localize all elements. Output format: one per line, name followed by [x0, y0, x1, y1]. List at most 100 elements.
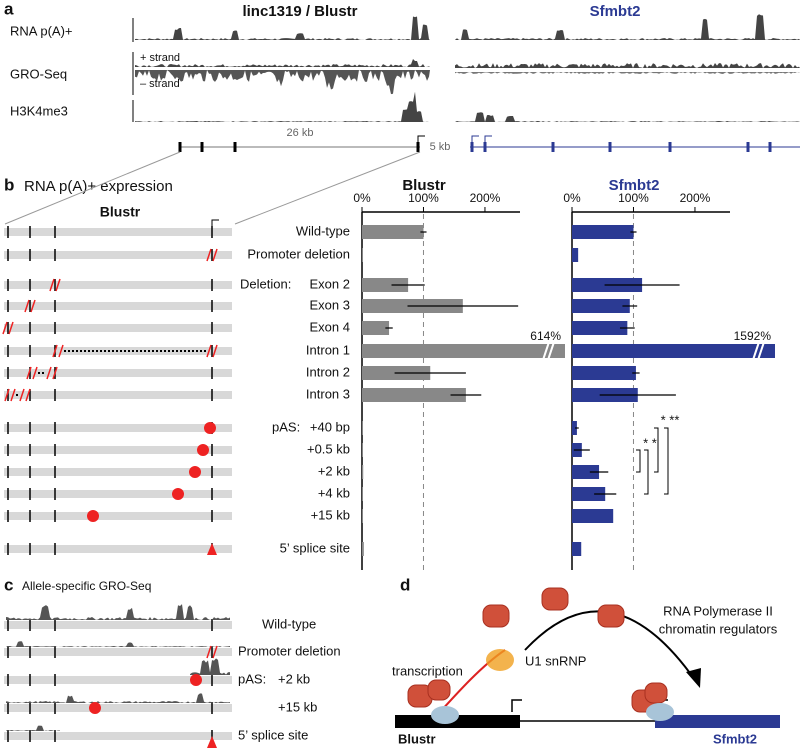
bar — [572, 366, 636, 380]
gene-schematic — [4, 704, 232, 712]
gene-schematic — [4, 251, 232, 259]
category-label: Promoter deletion — [247, 246, 350, 261]
category-label: Exon 2 — [310, 276, 350, 291]
panel-label: b — [4, 175, 14, 194]
signal-track — [190, 658, 230, 675]
value-label: 1592% — [734, 329, 772, 343]
zoom-line — [4, 151, 181, 225]
gene-schematic — [4, 446, 232, 454]
bar — [572, 248, 579, 262]
bar — [362, 248, 363, 262]
bar — [572, 509, 614, 523]
category-label: Intron 3 — [306, 386, 350, 401]
axis-break — [542, 341, 555, 361]
exon — [483, 142, 487, 152]
bar — [362, 388, 466, 402]
x-tick-label: 200% — [680, 191, 711, 205]
track-label: H3K4me3 — [10, 103, 68, 118]
category-label: Intron 2 — [306, 364, 350, 379]
value-label: 614% — [530, 329, 561, 343]
exon — [233, 142, 237, 152]
gene-schematic — [4, 676, 232, 684]
panel-title: RNA p(A)+ expression — [24, 178, 173, 195]
category-label: +0.5 kb — [307, 441, 350, 456]
series-title: Sfmbt2 — [609, 177, 660, 194]
deletion-mark — [24, 299, 36, 313]
bar — [362, 443, 363, 457]
category-label: Exon 4 — [310, 319, 350, 334]
group-label: pAS: — [238, 671, 266, 686]
splice-mutation — [207, 543, 217, 555]
signal-track — [6, 641, 230, 647]
sig-bracket — [636, 449, 641, 473]
gene-label: Blustr — [398, 731, 436, 746]
gene-label: Sfmbt2 — [713, 731, 757, 746]
signal-track — [455, 72, 800, 74]
bar — [572, 542, 582, 556]
series-title: Blustr — [402, 177, 446, 194]
pas-insert — [190, 674, 202, 686]
strand-label: – strand — [140, 78, 180, 90]
diagram-label: U1 snRNP — [525, 653, 586, 668]
deletion-mark — [206, 248, 218, 262]
row-label: Wild-type — [262, 616, 316, 631]
significance: * * — [643, 435, 657, 450]
exon — [768, 142, 772, 152]
category-label: Exon 3 — [310, 297, 350, 312]
panel-label: d — [400, 575, 410, 594]
diagram-label: transcription — [392, 663, 463, 678]
exon — [416, 142, 420, 152]
bar — [572, 487, 606, 501]
bar — [362, 542, 364, 556]
signal-track — [6, 604, 230, 620]
gene-schematic — [4, 369, 232, 377]
category-label: 5’ splice site — [280, 540, 350, 555]
exon — [470, 142, 474, 152]
pas-insert — [87, 510, 99, 522]
bar — [362, 278, 409, 292]
bar — [362, 465, 364, 479]
tss-arrow — [211, 219, 219, 226]
row-label: Promoter deletion — [238, 643, 341, 658]
gene-schematic — [4, 281, 232, 289]
gene-schematic — [4, 324, 232, 332]
exon — [200, 142, 204, 152]
gene-schematic — [4, 391, 232, 399]
sig-bracket — [654, 427, 659, 473]
group-label: pAS: — [272, 419, 300, 434]
gene-schematic — [4, 490, 232, 498]
gene-schematic — [4, 302, 232, 310]
bar — [362, 421, 363, 435]
bar — [362, 509, 363, 523]
strand-label: + strand — [140, 52, 180, 64]
deletion-mark — [46, 366, 58, 380]
deletion-mark — [26, 366, 38, 380]
gene-schematic — [4, 621, 232, 629]
diagram-label: chromatin regulators — [659, 621, 778, 636]
bar — [572, 321, 628, 335]
tss-arrow — [471, 135, 492, 142]
deletion-mark — [206, 645, 218, 659]
bar — [572, 225, 634, 239]
bar — [572, 299, 630, 313]
x-tick-label: 200% — [470, 191, 501, 205]
gene-schematic — [4, 512, 232, 520]
category-label: Wild-type — [296, 223, 350, 238]
track-label: GRO-Seq — [10, 66, 67, 81]
pas-insert — [89, 702, 101, 714]
diagram — [395, 587, 780, 728]
title-right: Sfmbt2 — [590, 3, 641, 20]
deletion-mark — [52, 344, 64, 358]
bar — [572, 465, 600, 479]
signal-track — [6, 725, 60, 731]
bar — [572, 421, 577, 435]
scale-label: 5 kb — [430, 141, 451, 153]
panel-label: a — [4, 0, 14, 18]
deletion-mark — [19, 388, 31, 402]
exon — [668, 142, 672, 152]
zoom-line — [234, 151, 421, 225]
exon — [551, 142, 555, 152]
significance: * ** — [661, 412, 680, 427]
deletion-mark — [206, 344, 218, 358]
